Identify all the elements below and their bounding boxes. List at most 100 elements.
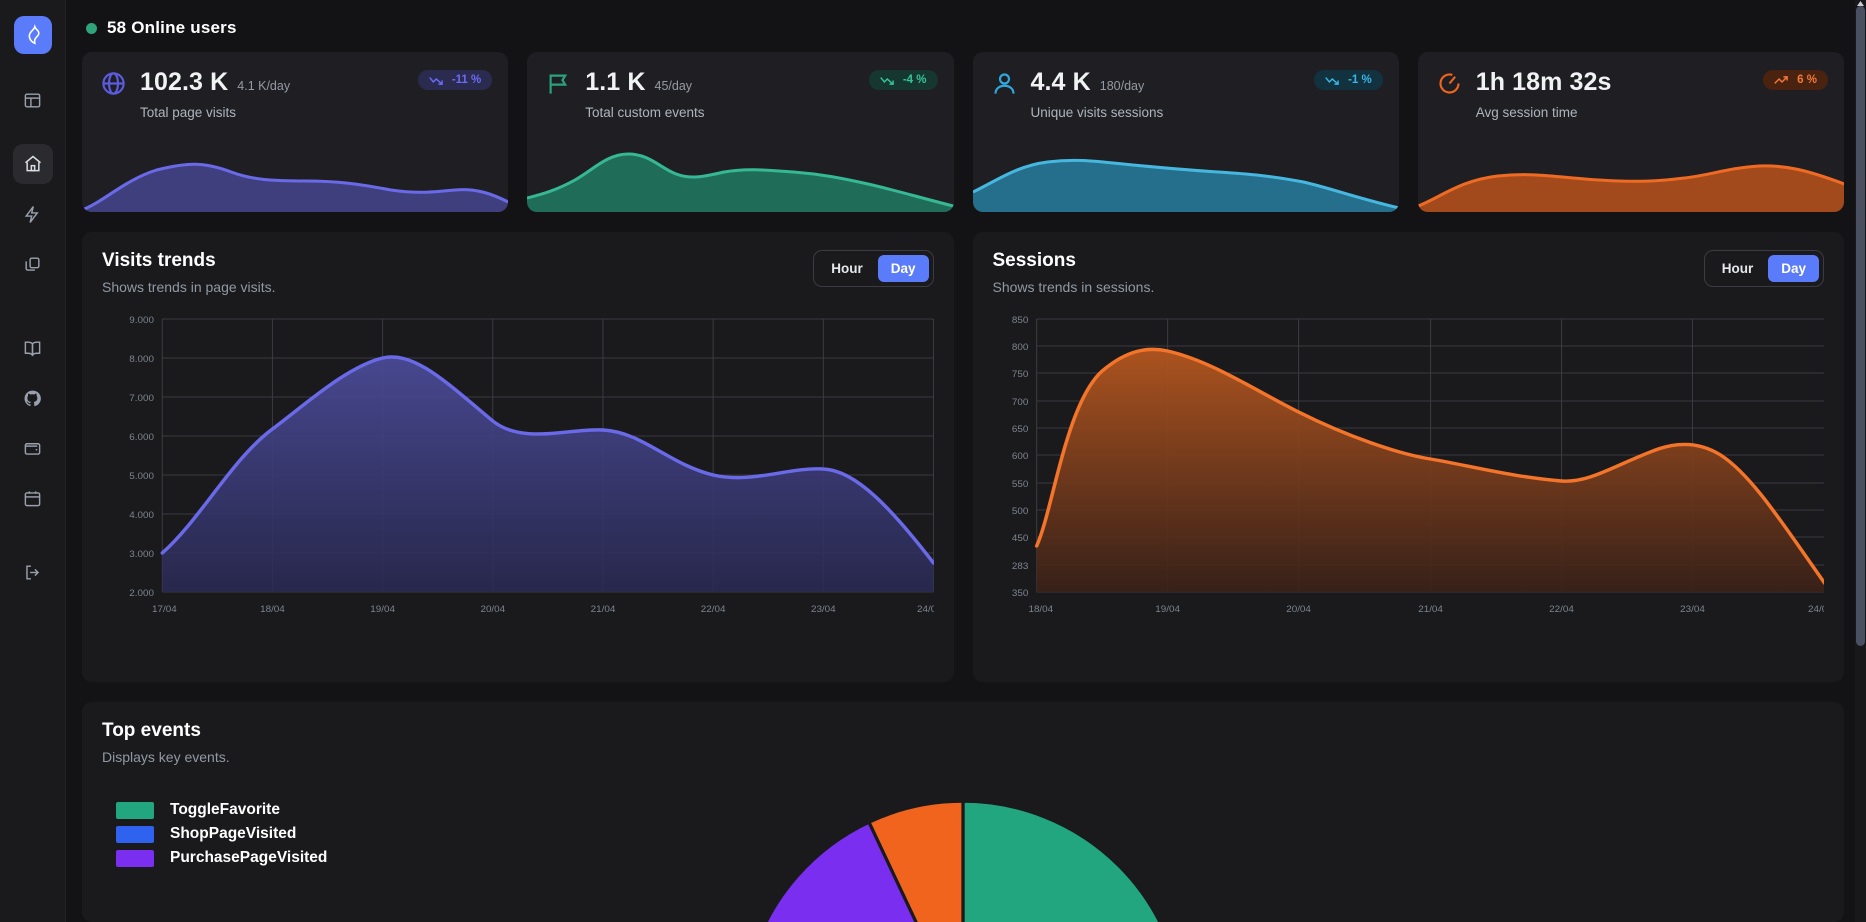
svg-text:20/04: 20/04: [1286, 604, 1311, 615]
top-events-pie-chart[interactable]: [733, 792, 1193, 922]
badge-text: -1 %: [1348, 74, 1372, 86]
online-users-label: 58 Online users: [107, 18, 237, 37]
sidebar-item-wallet[interactable]: [13, 428, 53, 468]
sidebar-item-docs[interactable]: [13, 328, 53, 368]
svg-text:19/04: 19/04: [1155, 604, 1180, 615]
home-icon: [24, 155, 41, 172]
toggle-day[interactable]: Day: [877, 255, 929, 282]
sidebar-item-events[interactable]: [13, 194, 53, 234]
toggle-hour[interactable]: Hour: [831, 261, 863, 276]
app-logo[interactable]: [13, 16, 52, 54]
visits-trends-chart[interactable]: 9.000 8.000 7.000 6.000 5.000 4.000 3.00…: [102, 309, 934, 644]
top-events-panel: Top events Displays key events. ToggleFa…: [82, 702, 1844, 922]
svg-text:23/04: 23/04: [811, 604, 836, 615]
status-badge: -11 %: [417, 70, 493, 90]
visits-range-toggle: Hour Day: [813, 250, 934, 287]
sidebar-item-github[interactable]: [13, 378, 53, 418]
stat-label: Total page visits: [140, 105, 237, 120]
svg-text:2.000: 2.000: [129, 588, 154, 599]
sparkline-chart: [527, 140, 954, 212]
stat-card-unique-visits-sessions[interactable]: 4.4 K 180/day Unique visits sessions -1 …: [972, 52, 1399, 212]
top-events-legend: ToggleFavorite ShopPageVisited PurchaseP…: [102, 801, 1824, 867]
legend-item[interactable]: ToggleFavorite: [102, 801, 1824, 819]
user-icon: [993, 73, 1015, 94]
trend-up-icon: [1774, 75, 1788, 84]
svg-text:8.000: 8.000: [129, 354, 154, 365]
timer-icon: [1439, 73, 1460, 94]
svg-text:3.000: 3.000: [129, 549, 154, 560]
status-badge: 6 %: [1763, 70, 1828, 90]
svg-text:650: 650: [1011, 424, 1027, 435]
stat-label: Avg session time: [1475, 105, 1578, 120]
svg-text:21/04: 21/04: [1418, 604, 1443, 615]
svg-text:5.000: 5.000: [129, 471, 154, 482]
stat-label: Total custom events: [585, 105, 705, 120]
trend-down-icon: [880, 76, 894, 85]
svg-text:23/04: 23/04: [1680, 604, 1705, 615]
panel-subtitle: Displays key events.: [102, 749, 230, 765]
svg-text:350: 350: [1011, 588, 1027, 599]
svg-text:283: 283: [1011, 561, 1027, 572]
panel-subtitle: Shows trends in sessions.: [992, 279, 1155, 295]
stat-card-total-custom-events[interactable]: 1.1 K 45/day Total custom events -4 %: [527, 52, 954, 212]
scrollbar-thumb[interactable]: [1856, 6, 1865, 646]
panel-subtitle: Shows trends in page visits.: [102, 279, 276, 295]
legend-swatch-icon: [116, 849, 154, 867]
badge-text: -4 %: [902, 74, 927, 86]
charts-row: Visits trends Shows trends in page visit…: [82, 232, 1844, 682]
github-icon: [24, 390, 41, 406]
svg-text:21/04: 21/04: [591, 604, 616, 615]
status-dot-icon: [86, 22, 97, 34]
scroll-up-arrow-icon[interactable]: [1855, 0, 1866, 8]
legend-item[interactable]: ShopPageVisited: [102, 825, 1824, 843]
panel-title: Visits trends: [102, 250, 216, 271]
stat-value: 1.1 K: [585, 68, 646, 96]
stat-cards-row: 102.3 K 4.1 K/day Total page visits -11 …: [82, 52, 1844, 212]
sparkline-chart: [972, 140, 1399, 212]
svg-text:750: 750: [1011, 369, 1027, 380]
book-open-icon: [24, 340, 41, 357]
stat-card-avg-session-time[interactable]: 1h 18m 32s Avg session time 6 %: [1417, 52, 1844, 212]
svg-text:600: 600: [1011, 451, 1027, 462]
toggle-hour[interactable]: Hour: [1721, 261, 1754, 276]
stat-rate: 4.1 K/day: [237, 79, 291, 93]
logout-icon: [26, 564, 40, 580]
svg-text:22/04: 22/04: [1549, 604, 1574, 615]
stat-rate: 45/day: [654, 79, 693, 93]
stat-rate: 180/day: [1099, 79, 1145, 93]
sidebar-item-home[interactable]: [12, 144, 53, 184]
sessions-panel: Sessions Shows trends in sessions. Hour …: [972, 232, 1844, 682]
layout-dashboard-icon: [24, 92, 41, 108]
sidebar-item-dashboard[interactable]: [13, 80, 53, 120]
sidebar-item-calendar[interactable]: [13, 478, 53, 518]
badge-text: -11 %: [451, 74, 482, 86]
legend-swatch-icon: [116, 825, 154, 843]
svg-text:24/04: 24/04: [917, 604, 933, 615]
trend-down-icon: [1325, 76, 1339, 85]
stat-card-total-page-visits[interactable]: 102.3 K 4.1 K/day Total page visits -11 …: [82, 52, 509, 212]
sidebar: [0, 0, 66, 922]
logo-flame-icon: [28, 24, 40, 45]
globe-icon: [102, 72, 125, 95]
page-scrollbar[interactable]: [1855, 0, 1866, 922]
sessions-chart[interactable]: 850 800 750 700 650 600 550 500 450 283 …: [993, 309, 1824, 644]
panel-title: Sessions: [992, 250, 1076, 271]
svg-text:9.000: 9.000: [129, 315, 154, 326]
legend-item[interactable]: PurchasePageVisited: [102, 849, 1824, 867]
toggle-day[interactable]: Day: [1768, 255, 1819, 282]
svg-text:4.000: 4.000: [129, 510, 154, 521]
status-badge: -1 %: [1314, 70, 1383, 90]
sidebar-item-logout[interactable]: [13, 552, 53, 592]
wallet-icon: [24, 442, 41, 455]
stat-value: 1h 18m 32s: [1475, 68, 1612, 96]
svg-text:18/04: 18/04: [260, 604, 285, 615]
panel-title: Top events: [102, 720, 201, 741]
stat-value: 4.4 K: [1030, 68, 1091, 96]
legend-label: PurchasePageVisited: [170, 849, 328, 866]
sparkline-chart: [1417, 140, 1844, 212]
svg-text:24/04: 24/04: [1808, 604, 1824, 615]
trend-down-icon: [428, 76, 443, 85]
svg-text:20/04: 20/04: [480, 604, 505, 615]
sidebar-item-layers[interactable]: [13, 244, 53, 284]
